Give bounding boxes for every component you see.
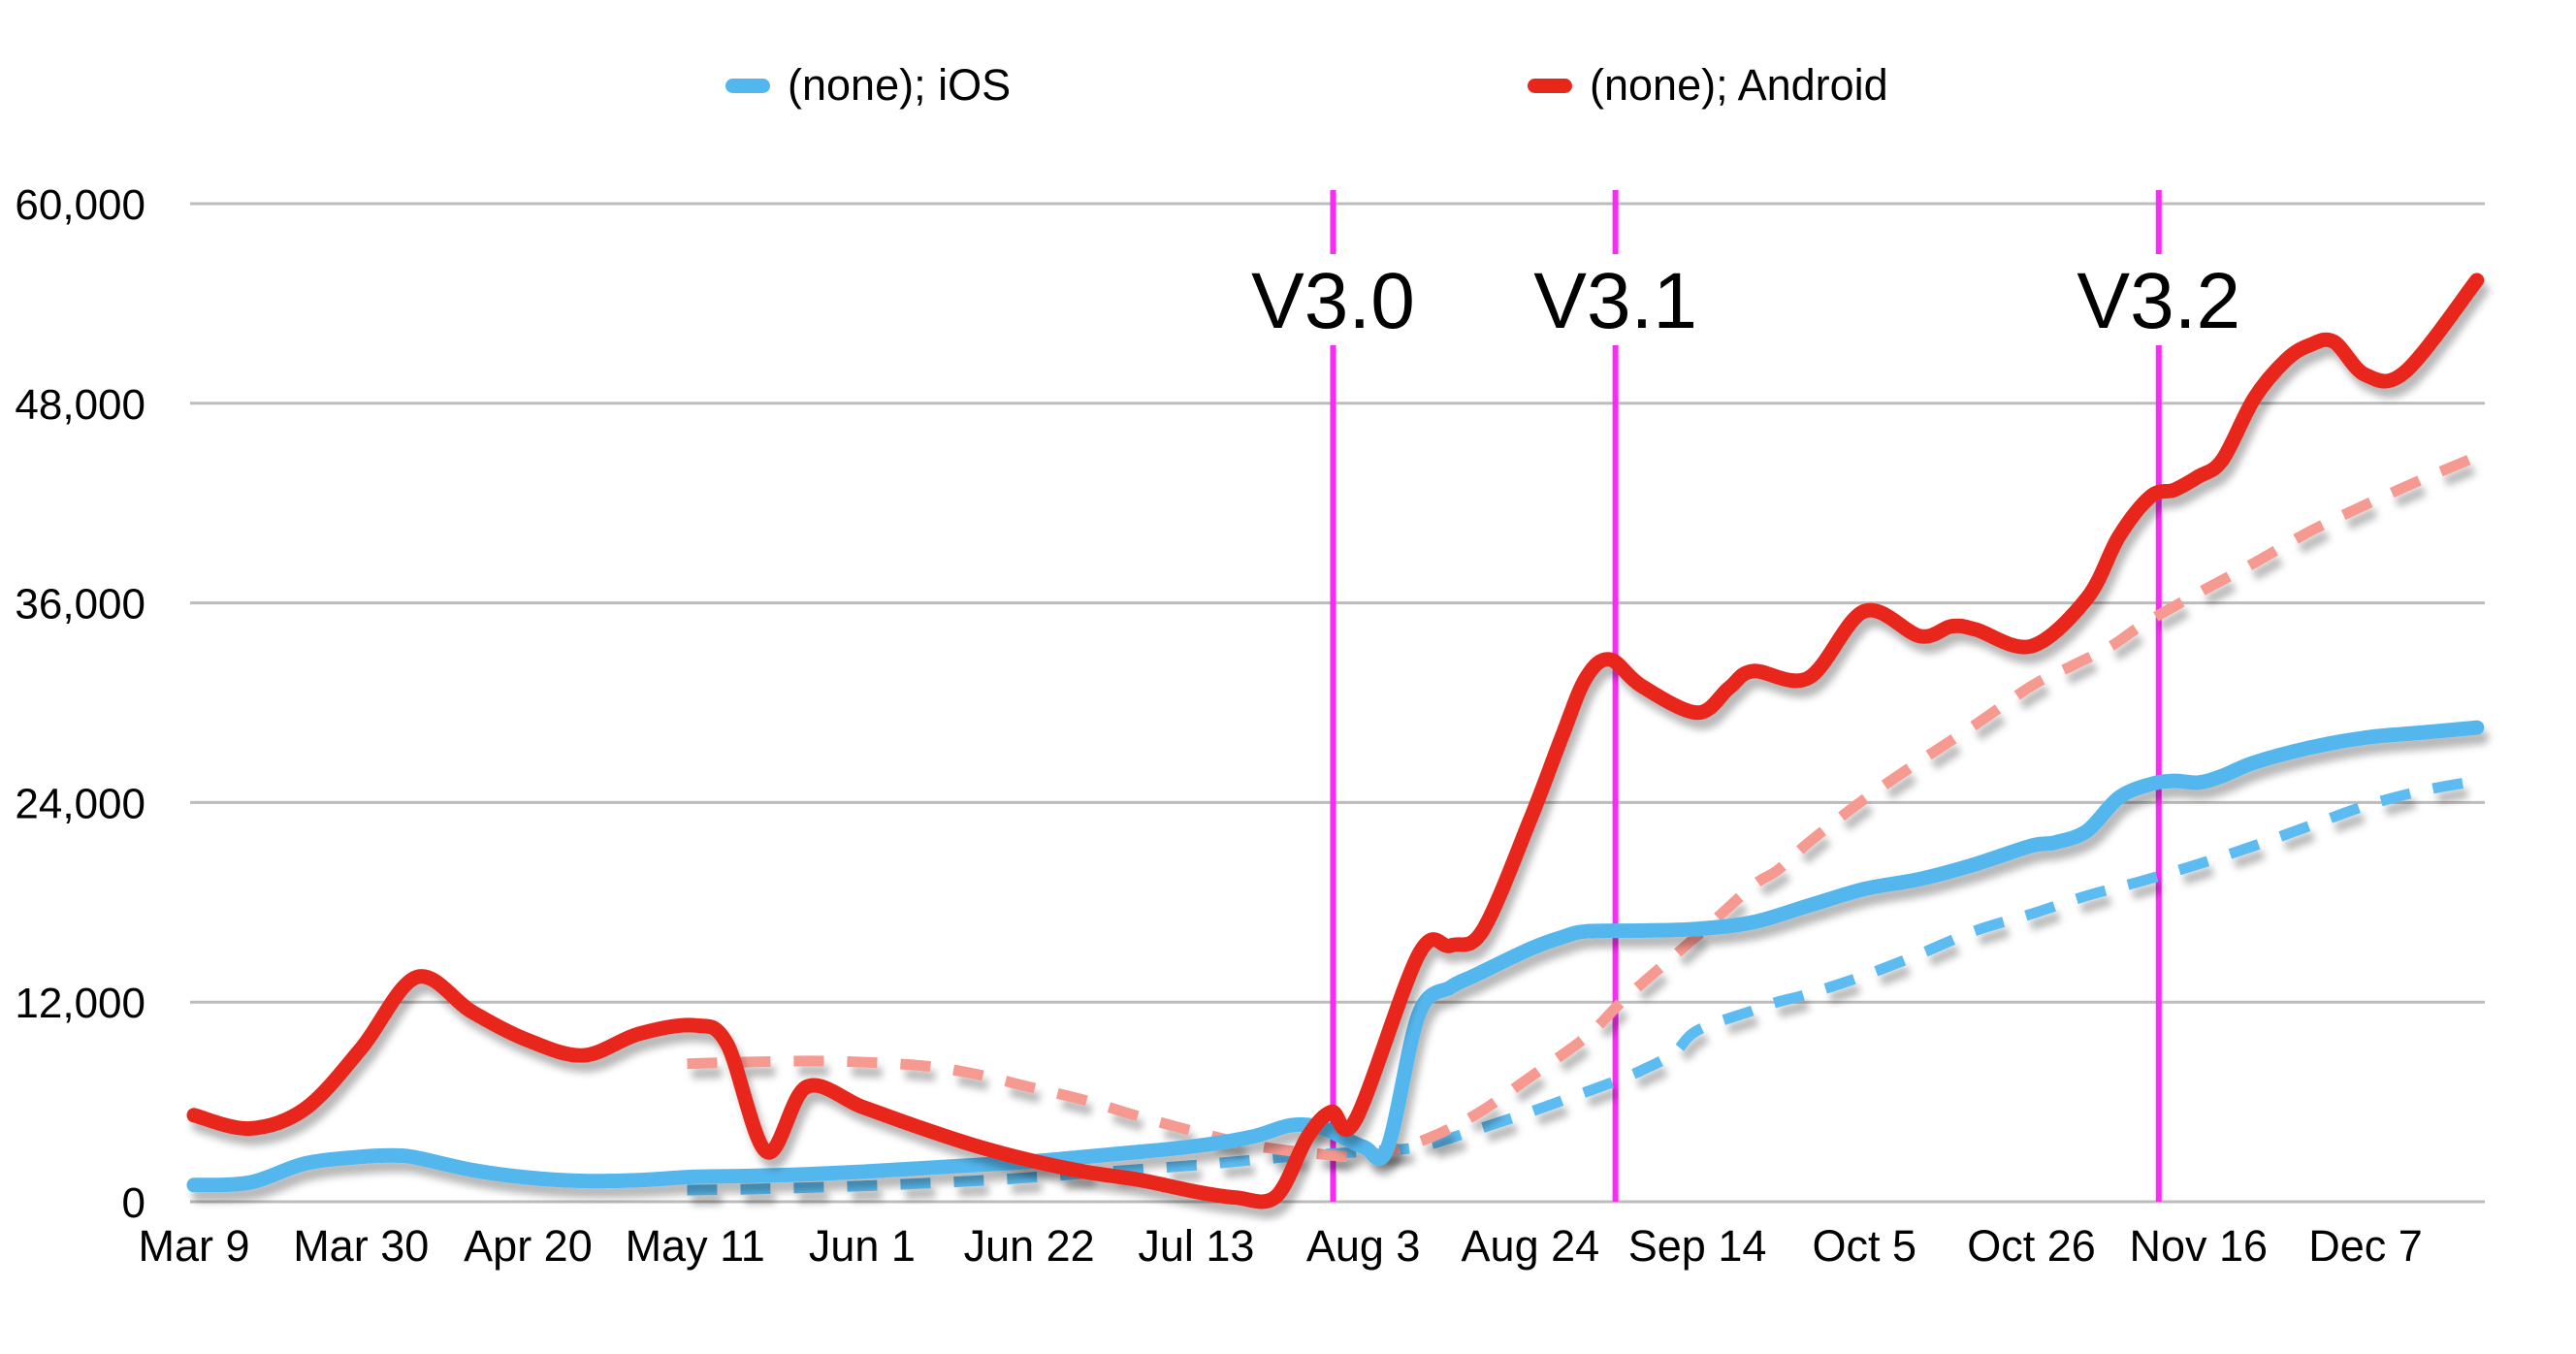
release-label-v3.0: V3.0	[1251, 257, 1415, 345]
legend-label-android: (none); Android	[1590, 60, 1888, 110]
series-line-1-solid	[186, 720, 2485, 1193]
x-tick-label: Jul 13	[1138, 1221, 1254, 1271]
x-tick-label: Sep 14	[1628, 1221, 1767, 1271]
x-tick-label: Oct 26	[1967, 1221, 2096, 1271]
x-tick-label: Jun 22	[964, 1221, 1095, 1271]
y-tick-label: 12,000	[15, 980, 145, 1027]
y-tick-label: 0	[122, 1179, 145, 1227]
x-tick-label: Jun 1	[809, 1221, 916, 1271]
series-line-4-dashed	[687, 451, 2479, 1162]
x-tick-label: May 11	[626, 1221, 765, 1271]
release-label-bg	[2063, 254, 2254, 345]
y-tick-label: 48,000	[15, 381, 145, 429]
series-line-2-solid	[186, 273, 2485, 1209]
y-tick-label: 24,000	[15, 780, 145, 827]
x-tick-label: Mar 9	[138, 1221, 249, 1271]
x-tick-label: Apr 20	[464, 1221, 593, 1271]
legend-item-android: (none); Android	[1528, 56, 1888, 114]
x-tick-label: Aug 3	[1306, 1221, 1421, 1271]
legend-swatch-ios	[725, 78, 770, 93]
release-label-bg	[1238, 254, 1429, 345]
legend: (none); iOS (none); Android	[0, 56, 2576, 114]
legend-label-ios: (none); iOS	[788, 60, 1012, 110]
x-tick-label: Oct 5	[1813, 1221, 1917, 1271]
legend-swatch-android	[1528, 78, 1572, 93]
y-tick-label: 60,000	[15, 181, 145, 229]
release-label-bg	[1520, 254, 1711, 345]
x-tick-label: Nov 16	[2129, 1221, 2268, 1271]
x-tick-label: Aug 24	[1462, 1221, 1600, 1271]
x-tick-label: Dec 7	[2308, 1221, 2423, 1271]
x-tick-label: Mar 30	[293, 1221, 429, 1271]
y-tick-label: 36,000	[15, 581, 145, 629]
legend-item-ios: (none); iOS	[725, 56, 1011, 114]
release-label-v3.2: V3.2	[2077, 257, 2240, 345]
release-label-v3.1: V3.1	[1533, 257, 1697, 345]
series-line-3-dashed	[687, 775, 2478, 1196]
